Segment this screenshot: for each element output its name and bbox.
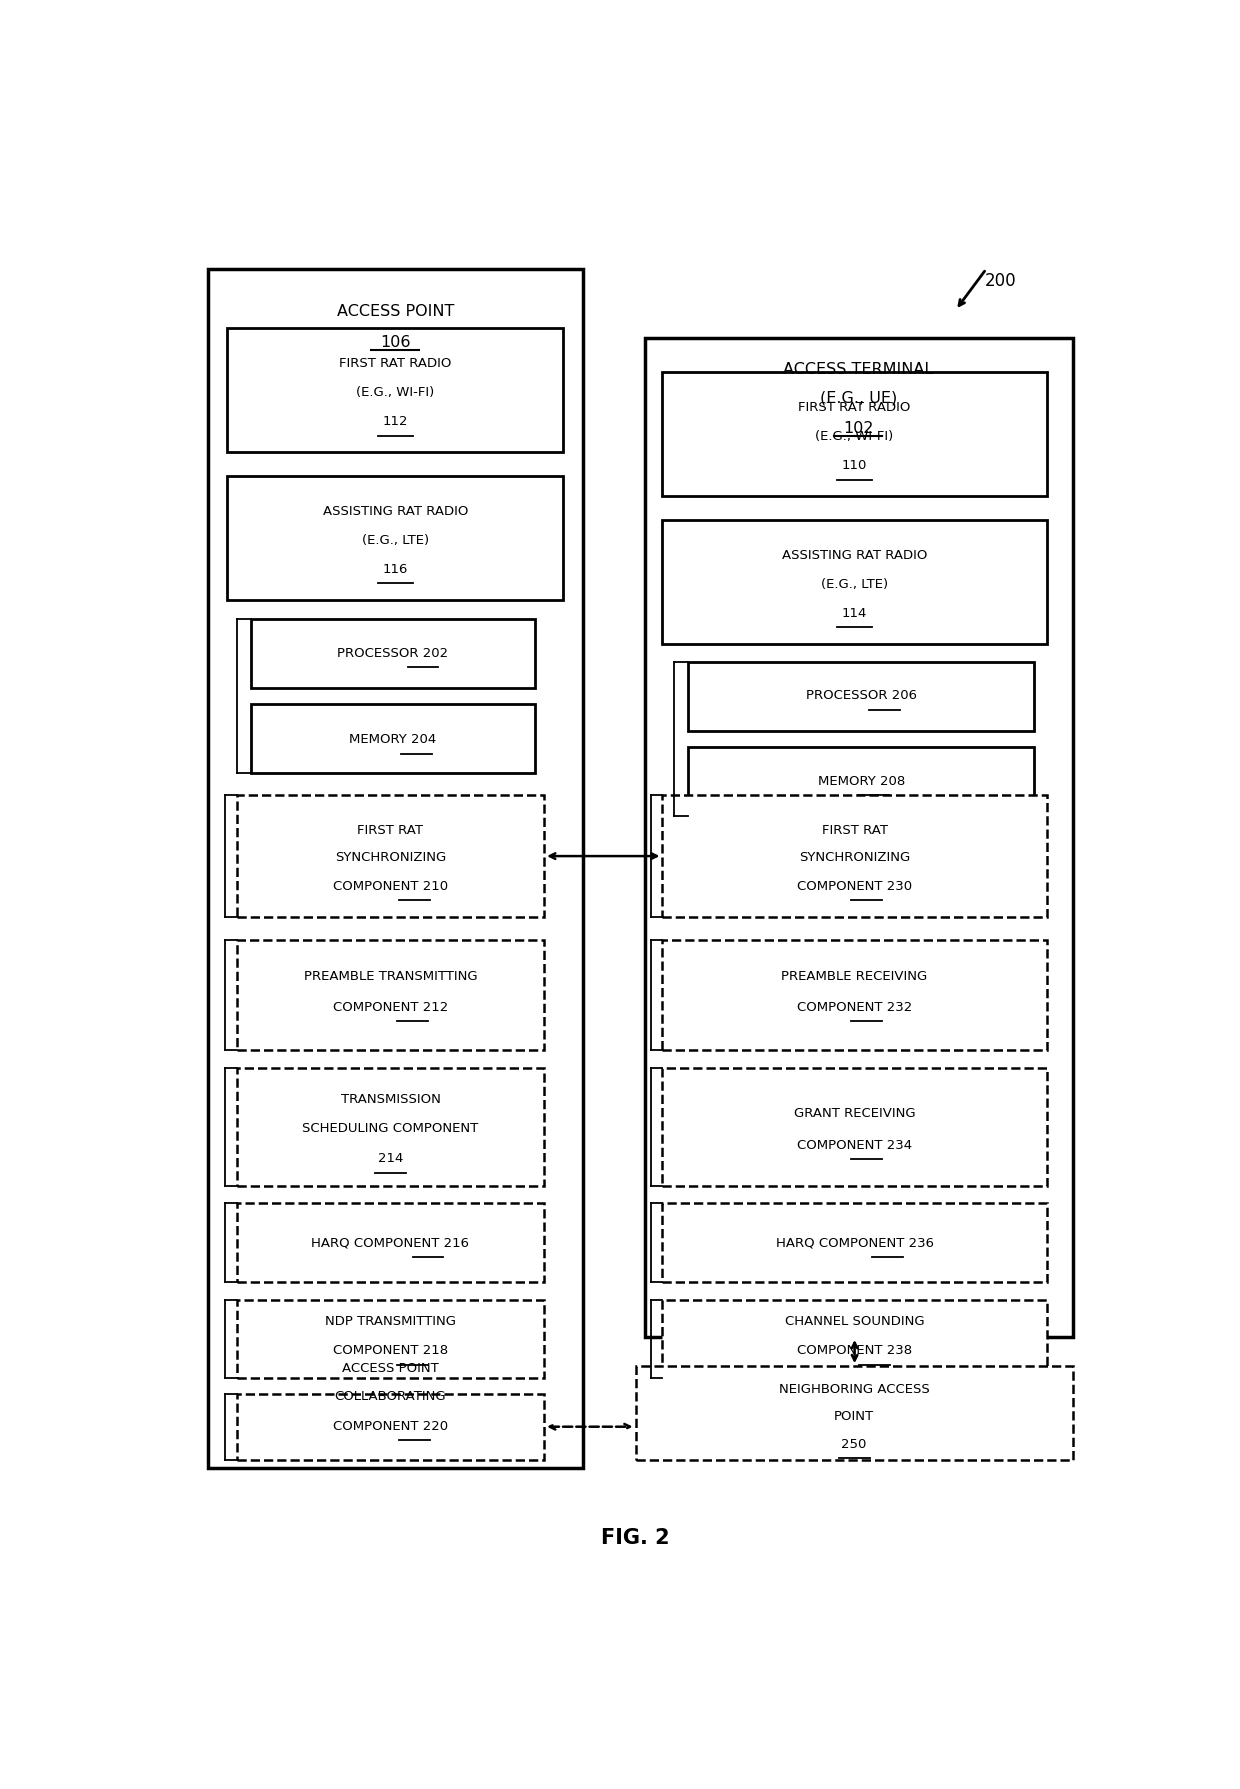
Bar [662,1301,1047,1379]
Text: (E.G., LTE): (E.G., LTE) [821,578,888,590]
Text: 114: 114 [842,606,867,619]
Text: FIRST RAT: FIRST RAT [357,825,423,837]
Text: 214: 214 [378,1152,403,1165]
Bar [227,476,563,601]
Text: 116: 116 [383,562,408,576]
Text: HARQ COMPONENT 236: HARQ COMPONENT 236 [775,1236,934,1249]
Bar [208,270,583,1469]
Text: 200: 200 [985,272,1017,290]
Text: COMPONENT 210: COMPONENT 210 [332,878,448,893]
Text: COMPONENT 234: COMPONENT 234 [797,1138,913,1150]
Text: (E.G., WI-FI): (E.G., WI-FI) [816,429,894,444]
Text: FIRST RAT RADIO: FIRST RAT RADIO [799,401,911,413]
Text: (E.G., LTE): (E.G., LTE) [362,533,429,546]
Bar [662,1204,1047,1283]
Bar [227,329,563,453]
Text: SYNCHRONIZING: SYNCHRONIZING [799,850,910,862]
Bar [662,521,1047,644]
Text: 106: 106 [379,335,410,351]
Bar [250,705,534,775]
Bar [250,619,534,689]
Text: 110: 110 [842,460,867,472]
Text: ACCESS TERMINAL: ACCESS TERMINAL [784,361,934,376]
Text: 250: 250 [842,1437,867,1449]
Bar [662,796,1047,918]
Bar [645,338,1073,1338]
Text: HARQ COMPONENT 216: HARQ COMPONENT 216 [311,1236,470,1249]
Bar [688,662,1034,732]
Text: MEMORY 208: MEMORY 208 [817,775,905,787]
Bar [237,941,544,1050]
Text: FIG. 2: FIG. 2 [601,1528,670,1547]
Bar [237,1068,544,1186]
Text: MEMORY 204: MEMORY 204 [350,733,436,746]
Text: PROCESSOR 206: PROCESSOR 206 [806,689,916,701]
Text: GRANT RECEIVING: GRANT RECEIVING [794,1106,915,1120]
Text: NDP TRANSMITTING: NDP TRANSMITTING [325,1315,456,1327]
Text: ASSISTING RAT RADIO: ASSISTING RAT RADIO [782,549,928,562]
Text: PREAMBLE RECEIVING: PREAMBLE RECEIVING [781,970,928,982]
Text: POINT: POINT [835,1410,874,1422]
Text: NEIGHBORING ACCESS: NEIGHBORING ACCESS [779,1381,930,1395]
Bar [237,1204,544,1283]
Text: 112: 112 [382,415,408,428]
Text: (E.G., UE): (E.G., UE) [820,390,897,406]
Text: PROCESSOR 202: PROCESSOR 202 [337,646,449,658]
Text: COMPONENT 212: COMPONENT 212 [332,1000,448,1013]
Text: FIRST RAT RADIO: FIRST RAT RADIO [339,358,451,370]
Bar [237,796,544,918]
Text: COMPONENT 230: COMPONENT 230 [797,878,913,893]
Text: COMPONENT 218: COMPONENT 218 [332,1344,448,1356]
Text: (E.G., WI-FI): (E.G., WI-FI) [356,386,434,399]
Bar [662,941,1047,1050]
Text: 102: 102 [843,420,874,437]
Bar [237,1301,544,1379]
Text: COMPONENT 220: COMPONENT 220 [332,1419,448,1431]
Bar [662,1068,1047,1186]
Bar [688,748,1034,816]
Text: COLLABORATING: COLLABORATING [335,1388,446,1403]
Bar [237,1394,544,1460]
Text: ACCESS POINT: ACCESS POINT [336,304,454,318]
Text: CHANNEL SOUNDING: CHANNEL SOUNDING [785,1315,925,1327]
Bar [662,374,1047,497]
Text: COMPONENT 232: COMPONENT 232 [797,1000,913,1013]
Text: TRANSMISSION: TRANSMISSION [341,1093,440,1106]
Text: PREAMBLE TRANSMITTING: PREAMBLE TRANSMITTING [304,970,477,982]
Text: FIRST RAT: FIRST RAT [822,825,888,837]
Bar [635,1367,1073,1460]
Text: COMPONENT 238: COMPONENT 238 [797,1344,913,1356]
Text: ASSISTING RAT RADIO: ASSISTING RAT RADIO [322,504,467,517]
Text: SYNCHRONIZING: SYNCHRONIZING [335,850,446,862]
Text: ACCESS POINT: ACCESS POINT [342,1361,439,1374]
Text: SCHEDULING COMPONENT: SCHEDULING COMPONENT [303,1122,479,1134]
